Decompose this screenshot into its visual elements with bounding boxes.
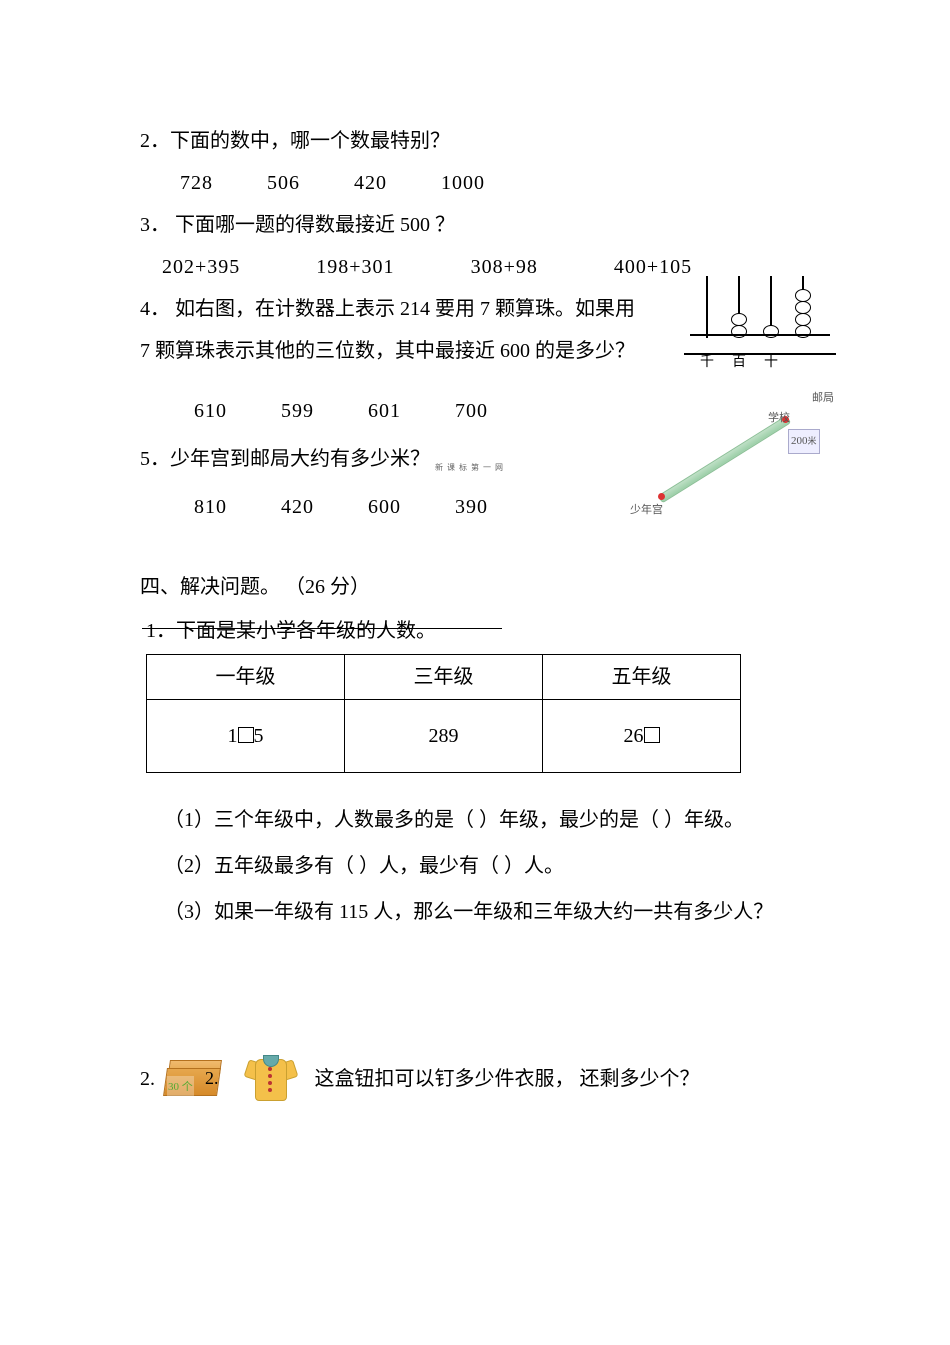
table-header-row: 一年级 三年级 五年级 xyxy=(147,655,741,700)
th-grade5: 五年级 xyxy=(543,655,741,700)
shirt-buttons xyxy=(268,1067,272,1095)
abacus-rod-tens xyxy=(770,276,772,338)
q4-line2: 7 颗算珠表示其他的三位数，其中最接近 600 的是多少？ xyxy=(140,340,635,362)
blank-box-icon xyxy=(238,727,254,743)
q4-opt-1: 599 xyxy=(281,390,314,432)
abacus-rod-ones xyxy=(802,276,804,338)
question-2: 2．下面的数中，哪一个数最特别？ xyxy=(140,120,820,162)
button-box-figure: 30 个 xyxy=(161,1060,231,1098)
s4-q2: 2. 30 个 2. 这盒钮扣可以钉多少件衣服， 还剩多少个？ xyxy=(140,1053,820,1105)
s4-q1-sub1: （1）三个年级中，人数最多的是（ ）年级，最少的是（ ）年级。 xyxy=(140,799,820,841)
map-distance: 200米 xyxy=(788,429,820,454)
q2-opt-0: 728 xyxy=(180,162,213,204)
q3-opt-2: 308+98 xyxy=(471,256,538,278)
q4-opt-0: 610 xyxy=(194,390,227,432)
s4-q1-intro: 1．下面是某小学各年级的人数。 xyxy=(146,610,826,652)
q5-prompt: 5．少年宫到邮局大约有多少米？ xyxy=(140,448,430,470)
td-grade5: 26 xyxy=(543,700,741,773)
q4-line1: 4． 如右图，在计数器上表示 214 要用 7 颗算珠。如果用 xyxy=(140,298,635,320)
s4-q1-sub3: （3）如果一年级有 115 人，那么一年级和三年级大约一共有多少人？ xyxy=(140,891,820,933)
q2-opt-2: 420 xyxy=(354,162,387,204)
q5-opt-0: 810 xyxy=(194,486,227,528)
abacus-label-hundreds: 百 xyxy=(729,348,749,377)
abacus-label-thousands: 千 xyxy=(697,348,717,377)
bead-icon xyxy=(731,313,747,326)
q2-opt-1: 506 xyxy=(267,162,300,204)
s4-q1: 1．下面是某小学各年级的人数。 一年级 三年级 五年级 15 289 26 xyxy=(140,608,820,773)
map-label-xuexiao: 学校 xyxy=(768,407,790,430)
abacus-rod-hundreds xyxy=(738,276,740,338)
s4-q2-number: 2. xyxy=(140,1058,155,1100)
q3-opt-3: 400+105 xyxy=(614,256,692,278)
q2-options: 728 506 420 1000 xyxy=(140,162,820,204)
td-grade3: 289 xyxy=(345,700,543,773)
table-data-row: 15 289 26 xyxy=(147,700,741,773)
map-label-youju: 邮局 xyxy=(812,387,834,410)
shirt-figure xyxy=(247,1053,295,1105)
map-figure: 少年宫 学校 邮局 200米 xyxy=(660,405,840,525)
q3-opt-0: 202+395 xyxy=(162,256,240,278)
q3-prompt: 3． 下面哪一题的得数最接近 500 ？ xyxy=(140,214,455,236)
q3-opt-1: 198+301 xyxy=(316,256,394,278)
grades-table: 一年级 三年级 五年级 15 289 26 xyxy=(146,654,741,773)
q5-footnote: 新 课 标 第 一 网 xyxy=(435,463,504,472)
overlay-number: 2. xyxy=(205,1060,219,1098)
q4-opt-2: 601 xyxy=(368,390,401,432)
map-distance-unit: 米 xyxy=(808,436,817,446)
bead-icon xyxy=(795,301,811,314)
bead-icon xyxy=(795,289,811,302)
q2-prompt: 2．下面的数中，哪一个数最特别？ xyxy=(140,130,450,152)
map-label-shaoniangong: 少年宫 xyxy=(630,499,663,522)
abacus-figure: 千 百 十 xyxy=(690,255,830,375)
q2-opt-3: 1000 xyxy=(441,162,485,204)
th-grade1: 一年级 xyxy=(147,655,345,700)
box-label: 30 个 xyxy=(167,1076,194,1099)
worksheet-page: 2．下面的数中，哪一个数最特别？ 728 506 420 1000 3． 下面哪… xyxy=(0,0,950,1345)
question-3: 3． 下面哪一题的得数最接近 500 ？ xyxy=(140,204,820,246)
map-distance-value: 200 xyxy=(791,435,808,447)
q5-opt-2: 600 xyxy=(368,486,401,528)
q4-opt-3: 700 xyxy=(455,390,488,432)
s4-q2-text: 这盒钮扣可以钉多少件衣服， 还剩多少个？ xyxy=(315,1058,700,1100)
td-grade1: 15 xyxy=(147,700,345,773)
strike-line xyxy=(142,628,502,629)
s4-q1-sub2: （2）五年级最多有（ ）人，最少有（ ）人。 xyxy=(140,845,820,887)
q5-opt-1: 420 xyxy=(281,486,314,528)
blank-box-icon xyxy=(644,727,660,743)
th-grade3: 三年级 xyxy=(345,655,543,700)
abacus-label-tens: 十 xyxy=(761,348,781,377)
q5-opt-3: 390 xyxy=(455,486,488,528)
bead-icon xyxy=(795,313,811,326)
abacus-rod-thousands xyxy=(706,276,708,338)
section-4-title: 四、解决问题。 （26 分） xyxy=(140,566,820,608)
